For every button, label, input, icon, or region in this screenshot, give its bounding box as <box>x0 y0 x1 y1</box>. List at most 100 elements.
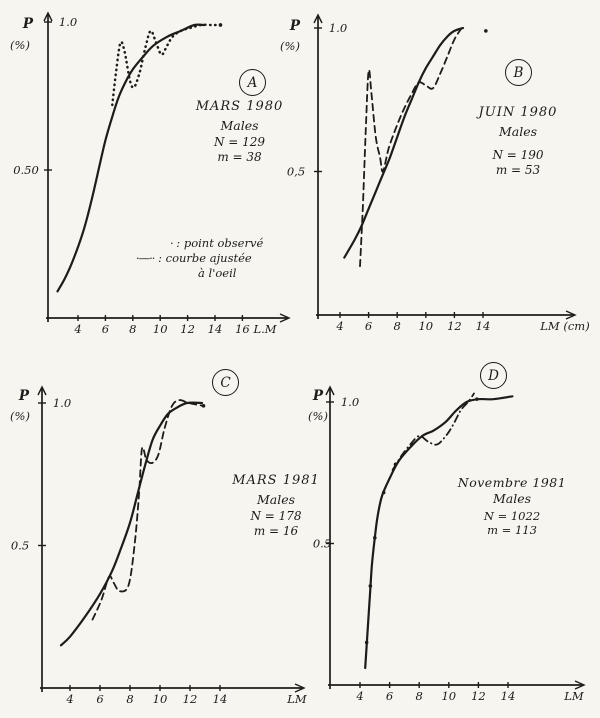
legend-curve-row: ·—·· : courbe ajustée <box>136 251 311 266</box>
panel-b-n-value: N = 190 <box>492 148 544 163</box>
panel-c-caption: MARS 1981 Males N = 178 m = 16 <box>222 473 330 539</box>
y-tick-label: 1.0 <box>341 395 359 409</box>
panel-b-m-value: m = 53 <box>495 163 541 178</box>
x-tick-label: 4 <box>335 319 343 333</box>
observed-point-dot <box>475 397 479 401</box>
legend-observed-row: · : point observé <box>136 236 311 251</box>
x-tick-label: 14 <box>501 689 516 703</box>
x-tick-label: 16 <box>235 322 250 336</box>
x-tick-label: 8 <box>129 322 136 336</box>
x-axis-arrow-icon <box>565 310 577 320</box>
y-tick-label: 0,5 <box>287 165 305 179</box>
observed-points-curve <box>391 392 475 471</box>
x-tick-label: 4 <box>73 322 81 336</box>
x-tick-label: 10 <box>418 319 433 333</box>
observed-points-curve <box>111 23 222 107</box>
fitted-curve <box>343 26 465 259</box>
y-axis-arrow-icon <box>37 385 47 396</box>
panel-d-chart: 4 6 8 10 12 14 LM 1.0 0.5 P (%) <box>308 385 586 703</box>
y-axis-arrow-icon <box>325 385 335 396</box>
x-tick-label: 12 <box>471 689 486 703</box>
panel-b-title: JUIN 1980 <box>478 105 558 120</box>
x-tick-label: 14 <box>208 322 223 336</box>
y-axis-title: P <box>18 388 30 404</box>
panel-a-title: MARS 1980 <box>195 99 284 114</box>
observed-point-dot <box>364 640 369 645</box>
observed-points-curve <box>91 399 205 621</box>
panel-c-n-value: N = 178 <box>250 509 302 524</box>
panel-d-caption: Novembre 1981 Males N = 1022 m = 113 <box>453 475 571 537</box>
observed-point-dot <box>368 584 373 588</box>
figure-legend: · : point observé ·—·· : courbe ajustée … <box>136 236 311 281</box>
x-axis-label: LM <box>563 689 585 703</box>
x-tick-label: 10 <box>153 322 168 336</box>
panel-b-caption: JUIN 1980 Males N = 190 m = 53 <box>462 105 574 178</box>
observed-point-dot <box>201 404 206 408</box>
panel-d-title: Novembre 1981 <box>457 475 567 490</box>
y-axis-unit: (%) <box>280 39 300 53</box>
x-tick-label: 10 <box>441 689 456 703</box>
x-tick-label: 10 <box>153 692 168 706</box>
y-tick-label: 1.0 <box>329 21 347 35</box>
fitted-curve <box>59 401 204 647</box>
y-axis-arrow-icon <box>313 13 323 24</box>
fitted-curve-symbol: ·—·· <box>136 251 155 265</box>
y-axis-title: P <box>22 16 34 32</box>
x-tick-label: 14 <box>213 692 228 706</box>
y-tick-label: 1.0 <box>53 396 71 410</box>
y-tick-label: 0.5 <box>313 537 331 551</box>
x-tick-label: 12 <box>183 692 198 706</box>
observed-point-dot <box>393 462 398 467</box>
x-axis-label: LM <box>286 692 308 706</box>
legend-curve-label: : courbe ajustée <box>154 251 252 265</box>
x-tick-label: 14 <box>476 319 491 333</box>
panel-a-caption: MARS 1980 Males N = 129 m = 38 <box>182 99 297 165</box>
panel-letter-b: B <box>505 59 532 86</box>
y-axis-title: P <box>289 18 301 34</box>
observed-points-curve <box>359 27 463 268</box>
panel-a-chart: 4 6 8 10 12 14 16 L.M 1.0 0.50 P (%) <box>10 11 291 336</box>
panel-d-m-value: m = 113 <box>487 522 537 537</box>
observed-point-dot <box>484 29 488 33</box>
y-tick-label: 1.0 <box>59 15 77 29</box>
fitted-curve <box>364 395 514 670</box>
panel-c-chart: 4 6 8 10 12 14 LM 1.0 0.5 P (%) <box>10 385 308 706</box>
panel-a-subtitle: Males <box>220 117 259 133</box>
fitted-curve <box>56 23 206 293</box>
x-tick-label: 6 <box>96 692 103 706</box>
observed-point-dot <box>410 442 414 447</box>
panel-d-subtitle: Males <box>492 491 532 507</box>
y-axis-unit: (%) <box>308 409 328 423</box>
observed-point-dot <box>381 490 386 495</box>
y-axis-unit: (%) <box>10 38 30 52</box>
x-tick-label: 6 <box>102 322 109 336</box>
panel-b-subtitle: Males <box>498 123 538 139</box>
x-tick-label: 6 <box>386 689 393 703</box>
panel-c-m-value: m = 16 <box>253 524 299 539</box>
y-axis-title: P <box>312 388 324 404</box>
y-tick-label: 0.5 <box>11 539 29 553</box>
observed-point-symbol: · <box>170 236 174 250</box>
panel-letter-c: C <box>212 369 239 396</box>
panel-b-chart: 4 6 8 10 12 14 LM (cm) 1.0 0,5 P (%) <box>280 13 590 333</box>
panel-d-n-value: N = 1022 <box>483 508 541 523</box>
x-tick-label: 4 <box>355 689 363 703</box>
panel-a-n-value: N = 129 <box>213 135 266 150</box>
x-tick-label: 8 <box>394 319 401 333</box>
x-axis-arrow-icon <box>294 683 306 693</box>
panel-letter-a: A <box>239 69 266 96</box>
panel-c-subtitle: Males <box>256 491 296 507</box>
x-tick-label: 12 <box>447 319 462 333</box>
y-axis-arrow-icon <box>43 11 53 22</box>
y-axis-unit: (%) <box>10 409 30 423</box>
x-tick-label: 4 <box>65 692 73 706</box>
x-tick-label: 8 <box>416 689 423 703</box>
panel-c-title: MARS 1981 <box>232 473 320 488</box>
x-axis-arrow-icon <box>279 313 291 323</box>
legend-observed-label: : point observé <box>172 236 264 250</box>
panel-letter-d: D <box>480 362 507 389</box>
y-tick-label: 0.50 <box>13 163 39 177</box>
panel-a-m-value: m = 38 <box>217 150 262 165</box>
x-axis-label: L.M <box>252 322 277 336</box>
